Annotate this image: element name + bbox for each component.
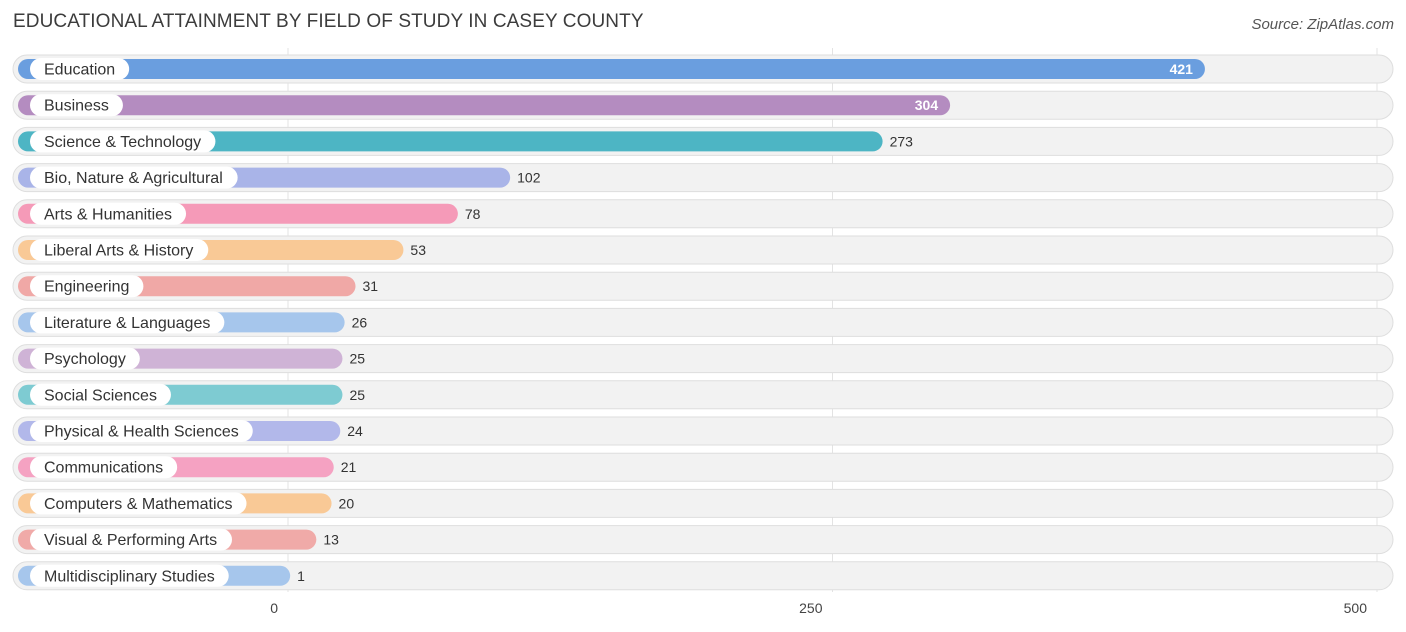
value-label: 25: [349, 387, 365, 403]
category-label-pill: [30, 94, 123, 117]
value-label: 304: [915, 97, 939, 113]
category-label: Science & Technology: [44, 134, 201, 151]
category-label-pill: [30, 528, 232, 551]
value-label: 31: [363, 278, 379, 294]
category-label-pill: [30, 564, 229, 587]
value-label: 53: [410, 242, 426, 258]
value-label: 421: [1170, 61, 1194, 77]
category-label-pill: [30, 420, 253, 442]
value-label: 21: [341, 459, 357, 475]
category-label: Multidisciplinary Studies: [44, 568, 215, 585]
category-label: Engineering: [44, 279, 129, 296]
category-label: Social Sciences: [44, 387, 157, 404]
bar-track: [12, 344, 1394, 374]
category-label-pill: [30, 239, 209, 261]
bar-row: Engineering 31: [12, 271, 1394, 301]
chart-title: EDUCATIONAL ATTAINMENT BY FIELD OF STUDY…: [13, 11, 644, 32]
category-label-pill: [30, 311, 225, 334]
bar-row: Liberal Arts & History 53: [12, 235, 1394, 265]
bar-row: Arts & Humanities 78: [12, 199, 1394, 229]
value-label: 13: [323, 532, 339, 548]
bar: [18, 59, 1205, 79]
bar-track: [12, 488, 1394, 518]
bar-row: Business 304: [12, 90, 1394, 120]
category-label-pill: [30, 130, 216, 153]
bar-row: Visual & Performing Arts 13: [12, 525, 1394, 555]
x-tick-label: 250: [799, 600, 823, 616]
category-label-pill: [30, 166, 238, 189]
bar-row: Education 421: [12, 54, 1394, 84]
category-label-pill: [30, 58, 130, 80]
value-label: 273: [890, 133, 914, 149]
bar-row: Psychology 25: [12, 344, 1394, 374]
value-label: 78: [465, 206, 481, 222]
bar-track: [12, 452, 1394, 482]
category-label: Literature & Languages: [44, 315, 210, 332]
bar-track: [12, 416, 1394, 446]
bar-row: Computers & Mathematics 20: [12, 488, 1394, 518]
value-label: 24: [347, 423, 363, 439]
category-label: Liberal Arts & History: [44, 243, 193, 260]
bar: [18, 131, 883, 152]
bar-row: Science & Technology 273: [12, 126, 1394, 156]
value-label: 25: [349, 351, 365, 367]
category-label: Bio, Nature & Agricultural: [44, 170, 223, 187]
bar: [18, 95, 951, 116]
bar-row: Social Sciences 25: [12, 380, 1394, 410]
bar-track: [12, 525, 1394, 555]
category-label-pill: [30, 383, 171, 406]
bar-row: Multidisciplinary Studies 1: [12, 561, 1394, 591]
bar-rows: Education 421 Business 304 Science & Technol…: [12, 54, 1394, 591]
bar-row: Bio, Nature & Agricultural 102: [12, 163, 1394, 193]
bar-row: Literature & Languages 26: [12, 307, 1394, 337]
category-label: Visual & Performing Arts: [44, 532, 217, 549]
value-label: 26: [352, 314, 368, 330]
category-label: Communications: [44, 460, 163, 477]
x-tick-label: 500: [1344, 600, 1368, 616]
bar-track: [12, 271, 1394, 301]
value-label: 1: [297, 568, 305, 584]
category-label: Computers & Mathematics: [44, 496, 233, 513]
category-label-pill: [30, 202, 187, 225]
bar-track: [12, 380, 1394, 410]
bar-track: [12, 561, 1394, 591]
bar-track: [12, 307, 1394, 337]
category-label: Arts & Humanities: [44, 206, 172, 223]
category-label-pill: [30, 456, 178, 479]
x-axis-ticks: 0 250 500: [270, 600, 1367, 616]
chart-source: Source: ZipAtlas.com: [1251, 16, 1394, 33]
value-label: 20: [339, 495, 355, 511]
category-label: Physical & Health Sciences: [44, 424, 239, 441]
category-label: Business: [44, 98, 109, 115]
bar-row: Physical & Health Sciences 24: [12, 416, 1394, 446]
category-label-pill: [30, 275, 144, 298]
x-tick-label: 0: [270, 600, 278, 616]
category-label-pill: [30, 347, 140, 370]
category-label: Education: [44, 62, 115, 79]
bar-row: Communications 21: [12, 452, 1394, 482]
category-label: Psychology: [44, 351, 126, 368]
category-label-pill: [30, 492, 247, 515]
value-label: 102: [517, 170, 541, 186]
